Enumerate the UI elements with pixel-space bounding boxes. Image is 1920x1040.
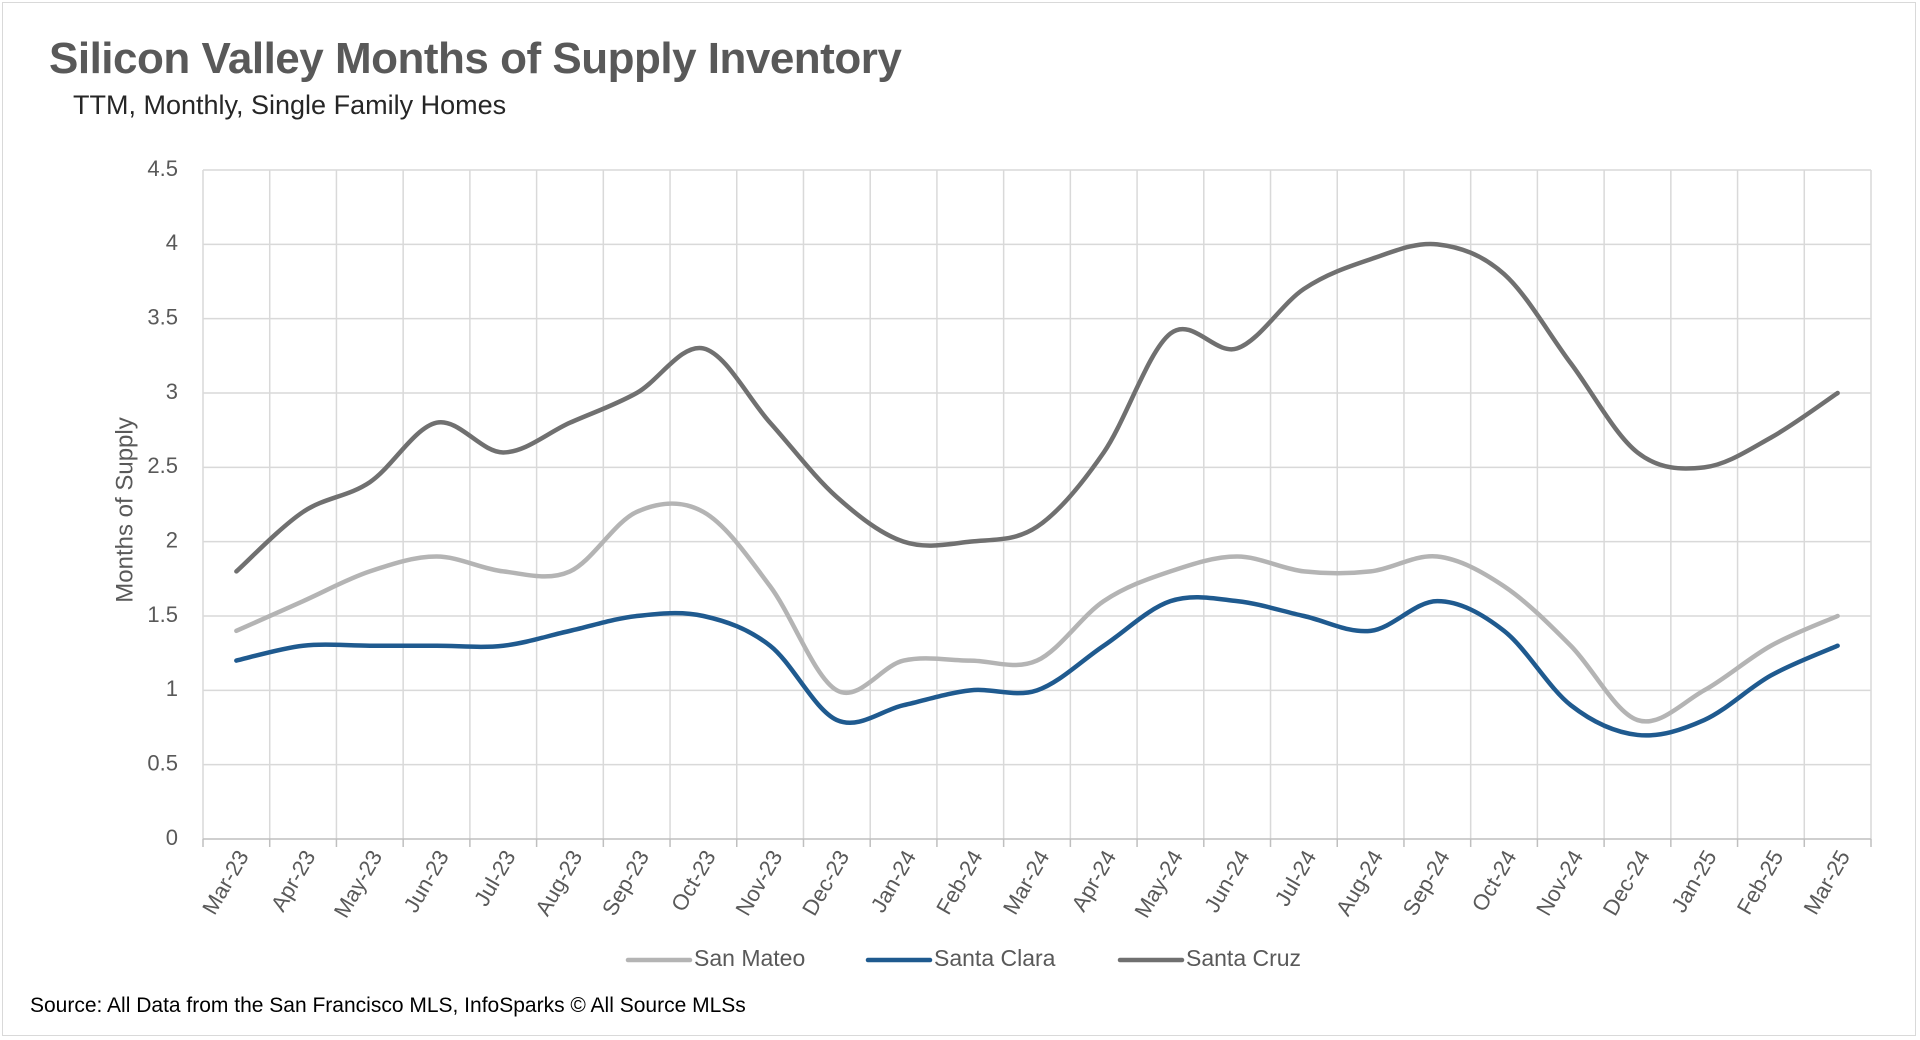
horizontal-gridlines (203, 169, 1871, 766)
series-line-santa-clara (234, 595, 1840, 738)
x-tick-label: Dec-23 (797, 846, 854, 920)
y-tick-label: 2 (166, 527, 178, 552)
y-tick-label: 0.5 (147, 750, 178, 775)
x-tick-label: Jul-23 (469, 846, 521, 910)
x-tick-label: Nov-23 (730, 846, 787, 920)
x-tick-label: Sep-24 (1398, 846, 1455, 920)
y-tick-label: 4 (166, 230, 178, 255)
legend-label-san-mateo: San Mateo (694, 945, 805, 971)
x-tick-label: Jul-24 (1270, 846, 1322, 910)
y-tick-label: 1.5 (147, 602, 178, 627)
y-tick-label: 2.5 (147, 453, 178, 478)
x-tick-label: May-24 (1129, 846, 1187, 922)
x-tick-label: Jan-24 (866, 846, 921, 917)
x-tick-label: Sep-23 (597, 846, 654, 920)
y-axis-tick-labels: 0 0.5 1 1.5 2 2.5 3 3.5 4 4.5 (147, 156, 178, 850)
x-tick-label: Nov-24 (1531, 846, 1588, 920)
y-tick-label: 0 (166, 825, 178, 850)
y-tick-label: 3 (166, 379, 178, 404)
y-tick-label: 1 (166, 676, 178, 701)
y-tick-label: 4.5 (147, 156, 178, 181)
series-line-san-mateo (234, 501, 1840, 724)
x-tick-label: Oct-23 (666, 846, 721, 916)
x-tick-label: Jun-24 (1199, 846, 1254, 917)
x-axis-line (202, 838, 1872, 847)
y-axis-title: Months of Supply (111, 417, 138, 602)
x-tick-label: Aug-23 (530, 846, 587, 920)
x-tick-label: Aug-24 (1331, 846, 1388, 920)
x-tick-label: Jun-23 (399, 846, 454, 917)
y-tick-label: 3.5 (147, 304, 178, 329)
series-line-santa-cruz (234, 241, 1840, 574)
x-tick-label: Oct-24 (1467, 846, 1522, 916)
vertical-gridlines (202, 170, 1872, 839)
source-note: Source: All Data from the San Francisco … (30, 994, 746, 1017)
legend: San Mateo Santa Clara Santa Cruz (625, 945, 1301, 971)
chart-subtitle: TTM, Monthly, Single Family Homes (73, 90, 507, 120)
x-tick-label: Apr-24 (1066, 846, 1121, 916)
legend-label-santa-cruz: Santa Cruz (1186, 945, 1301, 971)
x-tick-label: Mar-23 (197, 846, 253, 919)
chart-title: Silicon Valley Months of Supply Inventor… (49, 34, 902, 83)
x-axis-tick-labels: Mar-23 Apr-23 May-23 Jun-23 Jul-23 Aug-23 Sep-… (197, 846, 1855, 922)
x-tick-label: Jan-25 (1666, 846, 1721, 917)
x-tick-label: May-23 (329, 846, 387, 922)
x-tick-label: Mar-24 (998, 846, 1054, 919)
x-tick-label: Feb-25 (1732, 846, 1789, 919)
x-tick-label: Feb-24 (931, 846, 988, 919)
series-lines (234, 241, 1840, 738)
x-tick-label: Dec-24 (1598, 846, 1655, 920)
legend-label-santa-clara: Santa Clara (934, 945, 1056, 971)
x-tick-label: Mar-25 (1799, 846, 1855, 919)
x-tick-label: Apr-23 (266, 846, 321, 916)
